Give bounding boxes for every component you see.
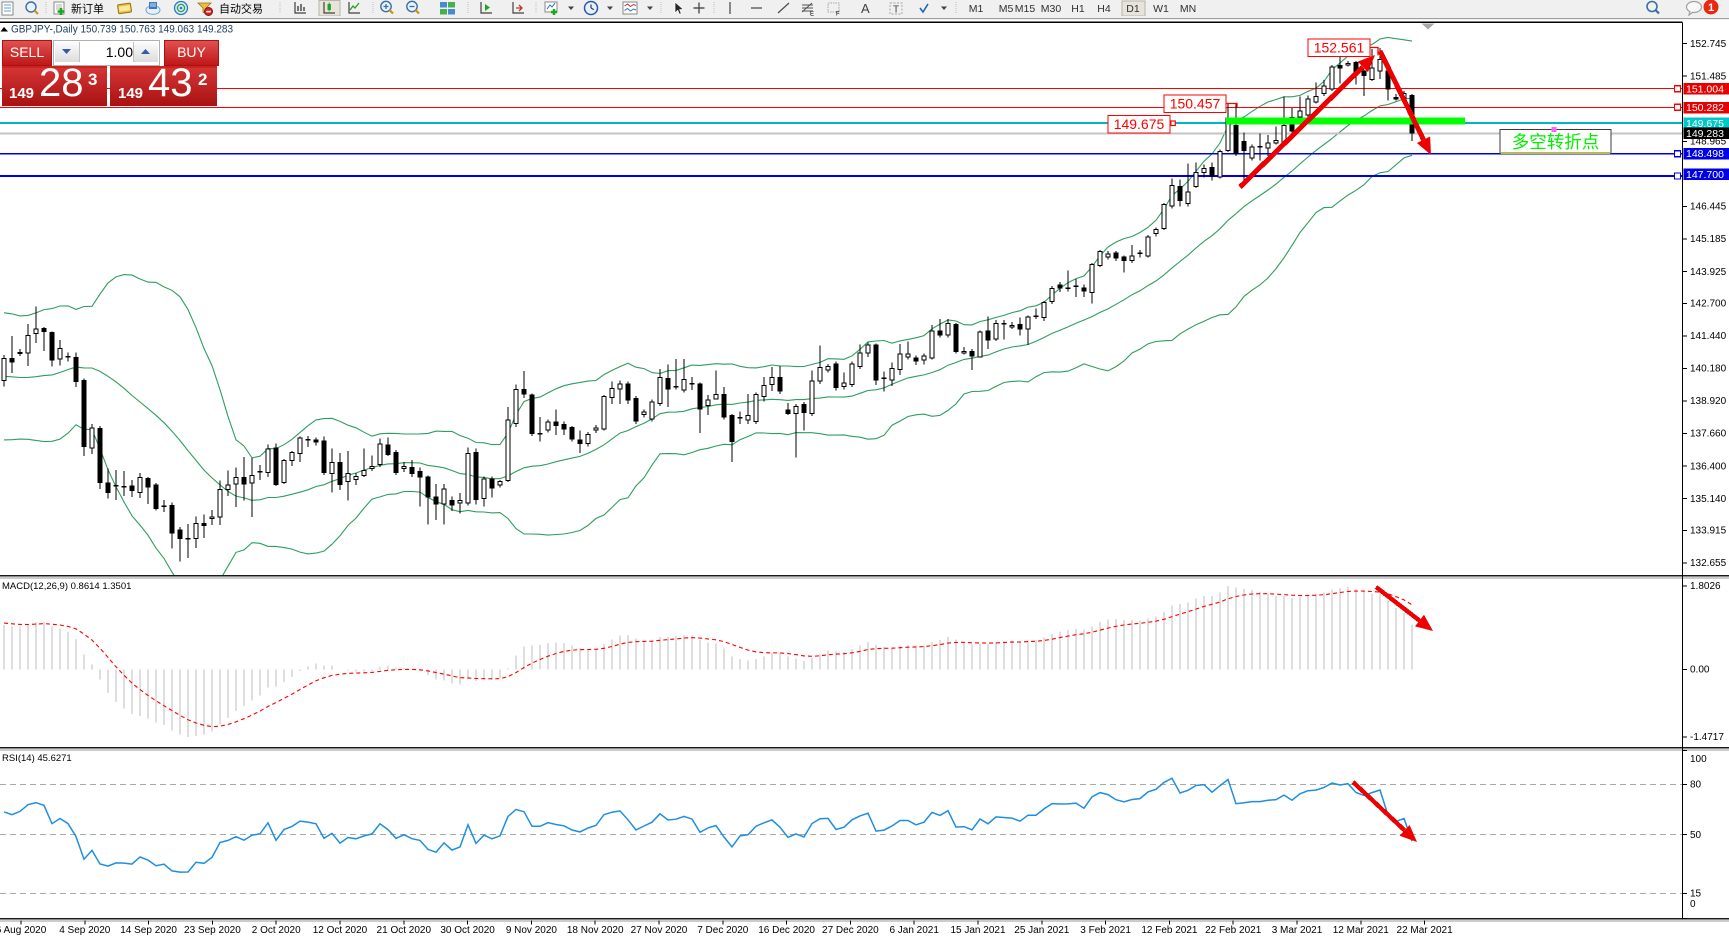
svg-text:16 Dec 2020: 16 Dec 2020 <box>758 925 815 936</box>
svg-text:-1.4717: -1.4717 <box>1690 732 1724 743</box>
svg-text:自动交易: 自动交易 <box>219 2 263 16</box>
svg-text:137.660: 137.660 <box>1690 429 1727 440</box>
svg-text:M30: M30 <box>1041 3 1062 15</box>
svg-text:新订单: 新订单 <box>71 2 104 16</box>
svg-text:18 Nov 2020: 18 Nov 2020 <box>567 925 624 936</box>
svg-text:4 Sep 2020: 4 Sep 2020 <box>59 925 111 936</box>
svg-text:12 Feb 2021: 12 Feb 2021 <box>1141 925 1198 936</box>
svg-text:0.00: 0.00 <box>1690 665 1710 676</box>
svg-text:27 Dec 2020: 27 Dec 2020 <box>822 925 879 936</box>
svg-text:F: F <box>836 12 840 18</box>
svg-text:15: 15 <box>1690 889 1702 900</box>
svg-text:3 Feb 2021: 3 Feb 2021 <box>1080 925 1131 936</box>
svg-text:133.915: 133.915 <box>1690 526 1727 537</box>
svg-text:E: E <box>810 12 814 18</box>
svg-text:M1: M1 <box>969 3 984 15</box>
svg-text:147.700: 147.700 <box>1686 169 1724 181</box>
svg-text:MN: MN <box>1180 3 1196 15</box>
svg-text:138.920: 138.920 <box>1690 396 1727 407</box>
svg-text:80: 80 <box>1690 780 1702 791</box>
svg-text:H4: H4 <box>1097 3 1111 15</box>
svg-text:21 Oct 2020: 21 Oct 2020 <box>377 925 432 936</box>
svg-text:A: A <box>861 1 870 16</box>
svg-text:149.675: 149.675 <box>1114 116 1165 132</box>
svg-text:H1: H1 <box>1071 3 1085 15</box>
svg-text:RSI(14) 45.6271: RSI(14) 45.6271 <box>2 753 72 764</box>
svg-text:142.700: 142.700 <box>1690 299 1727 310</box>
svg-text:151.485: 151.485 <box>1690 71 1727 82</box>
svg-text:149.283: 149.283 <box>1686 128 1724 140</box>
svg-text:0: 0 <box>1690 899 1696 910</box>
svg-text:W1: W1 <box>1153 3 1169 15</box>
svg-text:100: 100 <box>1690 754 1707 765</box>
svg-text:12 Mar 2021: 12 Mar 2021 <box>1333 925 1390 936</box>
svg-text:143.925: 143.925 <box>1690 267 1727 278</box>
svg-text:132.655: 132.655 <box>1690 558 1727 569</box>
svg-text:3 Mar 2021: 3 Mar 2021 <box>1272 925 1323 936</box>
svg-text:M15: M15 <box>1015 3 1036 15</box>
svg-text:M5: M5 <box>999 3 1014 15</box>
svg-text:151.004: 151.004 <box>1686 83 1724 95</box>
svg-text:15 Jan 2021: 15 Jan 2021 <box>950 925 1005 936</box>
svg-text:6 Aug 2020: 6 Aug 2020 <box>0 925 47 936</box>
svg-text:7 Dec 2020: 7 Dec 2020 <box>697 925 749 936</box>
svg-text:148.965: 148.965 <box>1690 137 1727 148</box>
svg-text:136.400: 136.400 <box>1690 461 1727 472</box>
svg-text:150.282: 150.282 <box>1686 102 1724 114</box>
svg-text:14 Sep 2020: 14 Sep 2020 <box>120 925 177 936</box>
svg-text:T: T <box>893 5 899 16</box>
svg-text:135.140: 135.140 <box>1690 494 1727 505</box>
svg-text:D1: D1 <box>1126 3 1140 15</box>
svg-text:150.457: 150.457 <box>1170 95 1221 111</box>
svg-text:12 Oct 2020: 12 Oct 2020 <box>313 925 368 936</box>
svg-text:27 Nov 2020: 27 Nov 2020 <box>631 925 688 936</box>
svg-text:9 Nov 2020: 9 Nov 2020 <box>506 925 558 936</box>
svg-text:22 Mar 2021: 22 Mar 2021 <box>1397 925 1454 936</box>
svg-text:MACD(12,26,9) 0.8614 1.3501: MACD(12,26,9) 0.8614 1.3501 <box>2 581 131 592</box>
svg-text:141.440: 141.440 <box>1690 331 1727 342</box>
svg-text:145.185: 145.185 <box>1690 234 1727 245</box>
svg-text:GBPJPY-,Daily 150.739 150.763: GBPJPY-,Daily 150.739 150.763 149.063 14… <box>11 24 233 36</box>
svg-text:2 Oct 2020: 2 Oct 2020 <box>252 925 301 936</box>
svg-text:1.8026: 1.8026 <box>1690 581 1721 592</box>
svg-text:50: 50 <box>1690 830 1702 841</box>
svg-text:152.561: 152.561 <box>1314 39 1365 55</box>
svg-text:152.745: 152.745 <box>1690 39 1727 50</box>
svg-text:140.180: 140.180 <box>1690 364 1727 375</box>
svg-text:148.498: 148.498 <box>1686 148 1724 160</box>
svg-text:23 Sep 2020: 23 Sep 2020 <box>184 925 241 936</box>
svg-text:25 Jan 2021: 25 Jan 2021 <box>1014 925 1069 936</box>
svg-text:30 Oct 2020: 30 Oct 2020 <box>440 925 495 936</box>
svg-text:多空转折点: 多空转折点 <box>1512 132 1600 152</box>
svg-text:149.675: 149.675 <box>1686 118 1724 130</box>
svg-text:6 Jan 2021: 6 Jan 2021 <box>889 925 939 936</box>
svg-text:146.445: 146.445 <box>1690 202 1727 213</box>
svg-text:22 Feb 2021: 22 Feb 2021 <box>1205 925 1262 936</box>
svg-text:1: 1 <box>1708 2 1714 14</box>
